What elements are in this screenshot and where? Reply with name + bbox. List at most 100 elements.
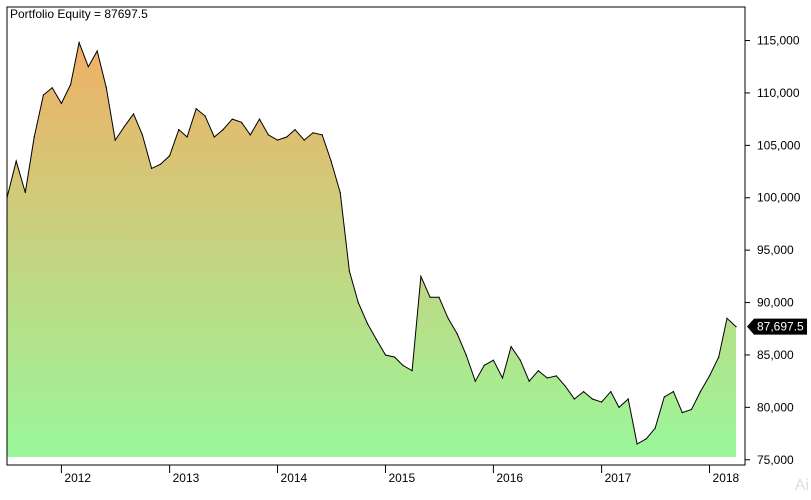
equity-point — [105, 87, 107, 89]
equity-point — [528, 380, 530, 382]
equity-point — [591, 398, 594, 400]
equity-point — [159, 163, 162, 165]
equity-point — [213, 136, 215, 138]
equity-point — [681, 412, 683, 414]
y-tick-label: 100,000 — [757, 191, 801, 205]
equity-point — [231, 118, 233, 120]
equity-point — [24, 191, 26, 194]
equity-point — [465, 354, 467, 356]
equity-point — [610, 391, 612, 393]
equity-point — [141, 134, 143, 136]
equity-point — [123, 125, 125, 128]
equity-point — [483, 364, 485, 366]
equity-point — [78, 42, 80, 44]
equity-point — [519, 359, 521, 361]
equity-point — [222, 129, 224, 131]
equity-point — [303, 139, 305, 141]
y-tick-label: 105,000 — [757, 138, 801, 152]
equity-point — [42, 94, 45, 96]
equity-point — [420, 275, 422, 277]
equity-point — [33, 136, 35, 138]
y-tick-label: 115,000 — [757, 34, 800, 48]
equity-point — [510, 346, 512, 348]
equity-point — [492, 359, 494, 361]
equity-point — [537, 370, 539, 372]
equity-point — [96, 50, 98, 52]
equity-point — [735, 326, 737, 328]
last-value-tag — [747, 318, 807, 335]
equity-point — [366, 322, 368, 325]
equity-point — [627, 398, 629, 400]
equity-point — [51, 87, 53, 89]
equity-point — [348, 270, 350, 272]
equity-point — [663, 396, 665, 398]
x-tick-label: 2012 — [64, 471, 91, 485]
x-tick-label: 2015 — [388, 471, 415, 485]
equity-point — [258, 118, 261, 120]
equity-point — [555, 375, 558, 377]
equity-point — [357, 302, 359, 304]
equity-point — [429, 296, 431, 298]
equity-point — [699, 391, 702, 393]
equity-point — [267, 134, 269, 136]
equity-point — [249, 134, 251, 136]
y-tick-label: 90,000 — [757, 296, 794, 310]
equity-point — [546, 377, 548, 379]
last-value-label: 87,697.5 — [757, 320, 804, 334]
equity-point — [474, 380, 476, 382]
equity-point — [456, 333, 458, 335]
equity-point — [718, 356, 720, 358]
equity-point — [583, 391, 585, 393]
equity-point — [645, 438, 647, 440]
equity-point — [330, 160, 332, 162]
equity-point — [114, 139, 116, 141]
equity-point — [690, 408, 693, 411]
equity-point — [294, 129, 296, 131]
equity-point — [573, 398, 576, 400]
equity-point — [169, 155, 171, 157]
equity-point — [186, 136, 188, 138]
equity-point — [438, 296, 440, 298]
equity-point — [60, 102, 63, 104]
equity-point — [132, 113, 135, 115]
chart-title: Portfolio Equity = 87697.5 — [10, 7, 148, 21]
equity-line — [6, 40, 737, 445]
equity-point — [672, 391, 675, 393]
x-tick-label: 2013 — [173, 471, 200, 485]
x-tick-label: 2018 — [713, 471, 740, 485]
equity-point — [195, 108, 197, 110]
y-tick-label: 75,000 — [757, 453, 794, 467]
equity-point — [375, 338, 377, 340]
equity-point — [601, 401, 603, 403]
equity-point — [394, 356, 396, 358]
y-tick-label: 110,000 — [757, 86, 800, 100]
equity-point — [151, 167, 153, 169]
x-tick-label: 2017 — [605, 471, 632, 485]
equity-point — [447, 317, 449, 319]
y-tick-label: 95,000 — [757, 243, 794, 257]
equity-area-fill — [7, 42, 737, 457]
y-tick-label: 85,000 — [757, 348, 794, 362]
equity-point — [240, 121, 243, 123]
equity-point — [286, 136, 288, 138]
equity-point — [402, 364, 404, 366]
equity-point — [636, 443, 638, 445]
equity-point — [501, 377, 504, 379]
equity-point — [726, 317, 728, 319]
equity-point — [87, 66, 89, 68]
x-tick-label: 2016 — [496, 471, 523, 485]
equity-point — [321, 134, 323, 136]
equity-point — [654, 427, 656, 429]
equity-point — [276, 139, 279, 141]
y-tick-label: 80,000 — [757, 400, 794, 414]
equity-point — [312, 132, 314, 134]
equity-point — [204, 115, 206, 117]
equity-point — [618, 406, 620, 408]
equity-point — [708, 375, 711, 377]
plot-frame — [6, 6, 746, 466]
watermark-text: Ai — [794, 477, 809, 494]
equity-point — [70, 84, 72, 86]
x-tick-label: 2014 — [281, 471, 308, 485]
